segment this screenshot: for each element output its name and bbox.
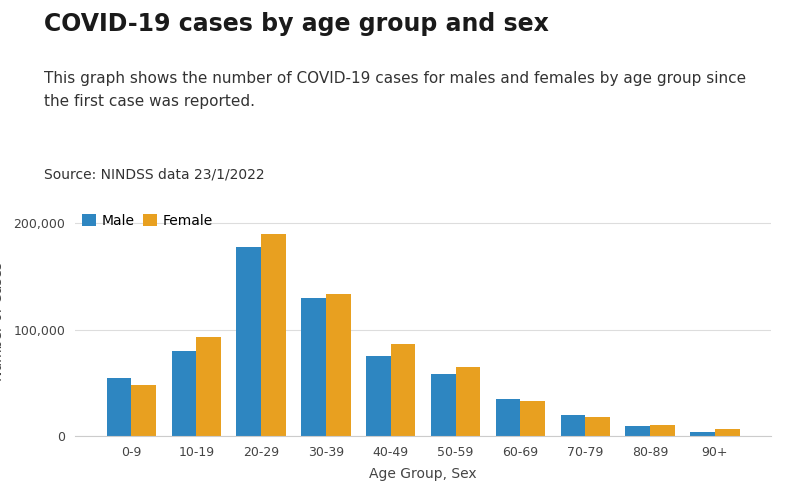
Text: Source: NINDSS data 23/1/2022: Source: NINDSS data 23/1/2022 (44, 168, 264, 181)
Bar (585, 417, 610, 436)
Bar (366, 356, 391, 436)
Bar (561, 415, 585, 436)
Bar (456, 367, 480, 436)
Bar (301, 298, 326, 436)
Bar (520, 401, 545, 436)
Text: COVID-19 cases by age group and sex: COVID-19 cases by age group and sex (44, 12, 548, 36)
Bar (237, 246, 261, 436)
Bar (131, 385, 156, 436)
Bar (650, 424, 675, 436)
Bar (715, 429, 740, 436)
Bar (261, 234, 286, 436)
Bar (326, 294, 350, 436)
Bar (691, 432, 715, 436)
Text: This graph shows the number of COVID-19 cases for males and females by age group: This graph shows the number of COVID-19 … (44, 71, 746, 108)
Legend: Male, Female: Male, Female (82, 214, 213, 228)
Bar (496, 399, 520, 436)
Bar (391, 344, 415, 436)
Bar (626, 425, 650, 436)
Bar (107, 378, 131, 436)
X-axis label: Age Group, Sex: Age Group, Sex (369, 467, 477, 481)
Bar (431, 375, 456, 436)
Y-axis label: Number of Cases: Number of Cases (0, 262, 6, 381)
Bar (172, 351, 196, 436)
Bar (196, 337, 221, 436)
